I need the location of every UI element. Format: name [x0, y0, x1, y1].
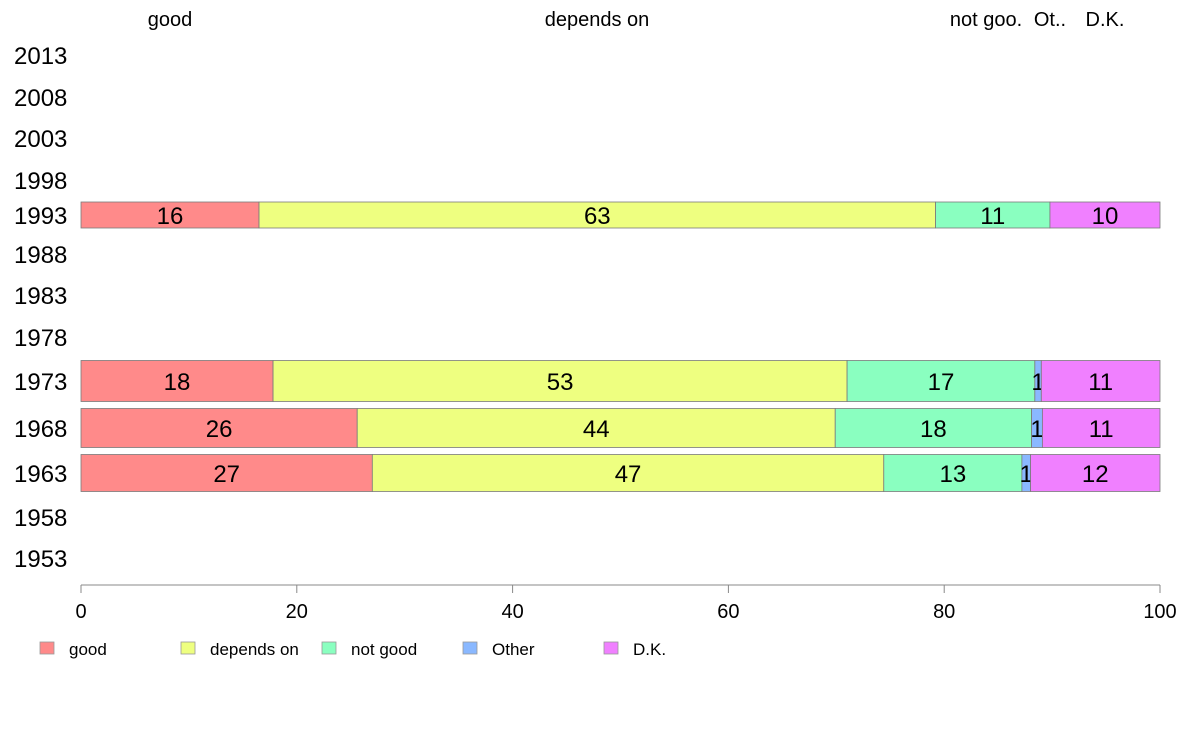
bar-segment — [1041, 408, 1161, 448]
legend-swatch — [321, 641, 337, 655]
bar-value-label: 47 — [615, 461, 642, 488]
bar-segment — [846, 360, 1036, 402]
year-label: 1988 — [14, 242, 67, 269]
year-label: 1973 — [14, 369, 67, 396]
x-tick-label: 40 — [501, 601, 523, 623]
year-label: 1963 — [14, 461, 67, 488]
x-tick-label: 60 — [717, 601, 739, 623]
top-category-label: not goo. — [950, 9, 1022, 31]
bar-segment — [272, 360, 848, 402]
bar-segment — [935, 201, 1051, 229]
bar-value-label: 44 — [583, 416, 610, 443]
bar-value-label: 26 — [206, 416, 233, 443]
bar-segment — [1049, 201, 1161, 229]
bar-segment — [80, 454, 373, 492]
year-label: 1998 — [14, 168, 67, 195]
bar-value-label: 11 — [1089, 416, 1114, 443]
top-category-label: D.K. — [1086, 9, 1125, 31]
bar-segment — [80, 408, 358, 448]
legend-swatch — [39, 641, 55, 655]
bar-segment — [80, 201, 260, 229]
bar-value-label: 12 — [1082, 461, 1109, 488]
x-tick-label: 100 — [1143, 601, 1176, 623]
x-tick-label: 0 — [75, 601, 86, 623]
year-label: 2013 — [14, 43, 67, 70]
bar-segment — [883, 454, 1023, 492]
top-category-label: Ot.. — [1034, 9, 1066, 31]
bar-value-label: 1 — [1020, 461, 1033, 488]
bar-value-label: 10 — [1092, 203, 1119, 230]
legend-label: good — [69, 640, 107, 659]
x-tick-label: 80 — [933, 601, 955, 623]
legend-label: D.K. — [633, 640, 666, 659]
bar-segment — [258, 201, 936, 229]
bar-segment — [1030, 454, 1161, 492]
bar-value-label: 13 — [939, 461, 966, 488]
bar-value-label: 16 — [157, 203, 184, 230]
legend-label: not good — [351, 640, 417, 659]
year-label: 1958 — [14, 505, 67, 532]
bar-segment — [834, 408, 1032, 448]
year-label: 1993 — [14, 203, 67, 230]
bar-value-label: 18 — [920, 416, 947, 443]
year-label: 2003 — [14, 126, 67, 153]
year-label: 1978 — [14, 325, 67, 352]
bar-segment — [356, 408, 836, 448]
year-label: 1968 — [14, 416, 67, 443]
bar-value-label: 63 — [584, 203, 611, 230]
top-category-label: depends on — [545, 9, 650, 31]
bar-value-label: 27 — [213, 461, 240, 488]
bar-value-label: 11 — [980, 203, 1005, 230]
year-label: 2008 — [14, 85, 67, 112]
year-label: 1983 — [14, 283, 67, 310]
year-label: 1953 — [14, 546, 67, 573]
legend-swatch — [180, 641, 196, 655]
bar-value-label: 11 — [1088, 369, 1113, 396]
bar-segment — [80, 360, 274, 402]
bar-value-label: 53 — [547, 369, 574, 396]
bar-value-label: 17 — [928, 369, 955, 396]
legend-label: Other — [492, 640, 535, 659]
legend-swatch — [603, 641, 619, 655]
top-category-label: good — [148, 9, 193, 31]
bar-segment — [1040, 360, 1161, 402]
x-tick-label: 20 — [286, 601, 308, 623]
bar-value-label: 1 — [1030, 416, 1043, 443]
legend-label: depends on — [210, 640, 299, 659]
bar-segment — [371, 454, 885, 492]
bar-value-label: 18 — [164, 369, 191, 396]
legend-swatch — [462, 641, 478, 655]
